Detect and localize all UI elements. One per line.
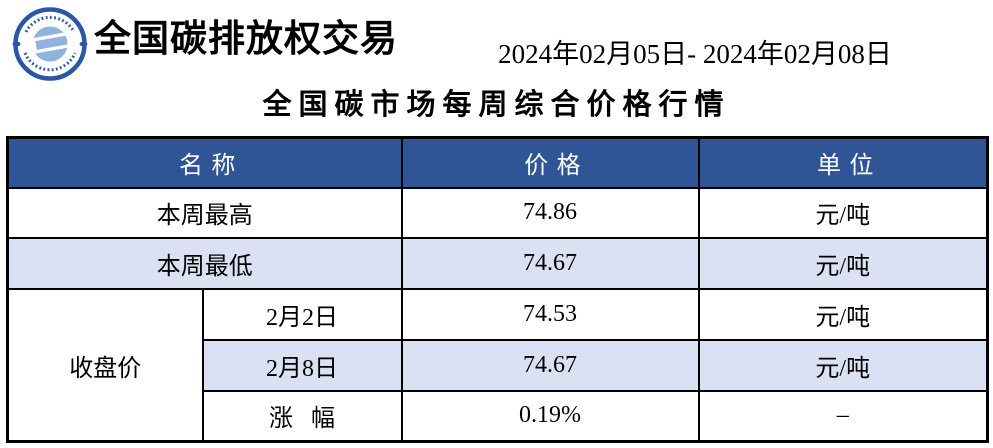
date-range: 2024年02月05日- 2024年02月08日: [498, 39, 892, 69]
closing-feb8-unit: 元/吨: [697, 338, 989, 392]
closing-feb2-price: 74.53: [400, 288, 700, 341]
week-low-name: 本周最低: [6, 237, 403, 291]
column-header-price: 价 格: [400, 136, 700, 189]
table-header-row: 名 称 价 格 单 位: [6, 136, 989, 189]
brand-name: 全国碳排放权交易: [94, 19, 398, 60]
change-name: 涨 幅: [201, 389, 403, 443]
carbon-exchange-logo: [11, 5, 89, 83]
week-low-price: 74.67: [400, 237, 700, 291]
column-header-unit: 单 位: [697, 136, 989, 189]
table-row-closing-feb2: 收盘价 2月2日 74.53 元/吨: [6, 288, 989, 443]
table-row-week-high: 本周最高 74.86 元/吨: [6, 186, 989, 240]
column-header-name: 名 称: [6, 136, 403, 189]
table-row-week-low: 本周最低 74.67 元/吨: [6, 237, 989, 291]
week-high-name: 本周最高: [6, 186, 403, 240]
week-high-unit: 元/吨: [697, 186, 989, 240]
closing-price-label: 收盘价: [6, 288, 204, 443]
change-price: 0.19%: [400, 389, 700, 443]
closing-feb8-name: 2月8日: [201, 338, 403, 392]
week-low-unit: 元/吨: [697, 237, 989, 291]
price-table: 名 称 价 格 单 位 本周最高 74.86 元/吨 本周最低 74.67 元/…: [6, 136, 990, 443]
change-unit: –: [697, 389, 989, 443]
table-row-closing-feb8: 2月8日 74.67 元/吨: [8, 338, 989, 392]
carbon-exchange-logo-icon: [12, 7, 88, 81]
closing-feb2-unit: 元/吨: [697, 288, 989, 341]
week-high-price: 74.86: [400, 186, 700, 240]
closing-feb8-price: 74.67: [400, 338, 700, 392]
table-row-change: 涨 幅 0.19% –: [8, 389, 989, 443]
closing-feb2-name: 2月2日: [201, 288, 403, 341]
page-title: 全国碳市场每周综合价格行情: [262, 89, 731, 121]
